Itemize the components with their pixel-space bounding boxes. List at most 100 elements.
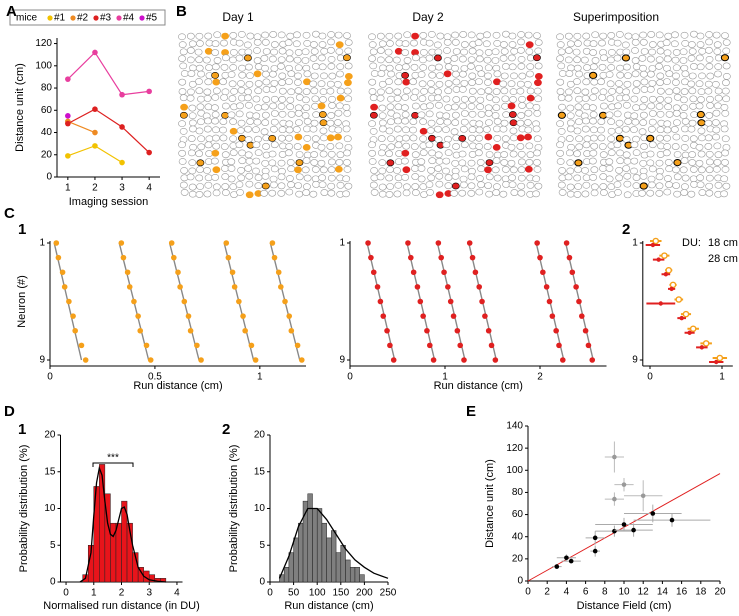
cell <box>690 181 698 188</box>
cell <box>556 88 565 95</box>
cell <box>419 135 428 143</box>
cell <box>590 87 599 95</box>
cell <box>393 125 402 133</box>
cell <box>336 181 345 189</box>
cell <box>688 41 696 48</box>
cell <box>679 166 688 174</box>
cell <box>721 32 729 39</box>
point <box>131 298 137 305</box>
cell <box>344 95 353 103</box>
cell <box>526 151 535 159</box>
cell <box>270 95 279 103</box>
cell <box>246 118 255 125</box>
cell <box>567 125 575 133</box>
bar <box>335 552 342 583</box>
cell <box>292 40 301 48</box>
cell <box>402 134 410 142</box>
cell <box>615 80 623 87</box>
cell <box>467 173 476 181</box>
cell <box>508 63 517 71</box>
cell <box>427 80 435 87</box>
cell <box>632 174 641 181</box>
x-tick-label: 150 <box>332 588 349 599</box>
cell <box>509 150 518 158</box>
cell <box>663 55 672 63</box>
cell <box>630 157 639 165</box>
cell <box>589 63 598 71</box>
cell <box>567 64 575 72</box>
cell <box>500 151 509 158</box>
y-tick-label: 1 <box>339 238 345 249</box>
cell <box>680 189 689 196</box>
cell <box>434 88 442 96</box>
point <box>592 535 598 541</box>
cell <box>311 63 320 70</box>
cell <box>444 104 453 112</box>
cell <box>714 87 723 95</box>
cell <box>302 104 311 111</box>
point <box>119 159 125 166</box>
cell <box>672 64 681 72</box>
cell <box>211 49 220 56</box>
y-tick-label: 20 <box>512 553 524 564</box>
cell <box>178 78 187 86</box>
cell <box>204 181 213 189</box>
cell <box>565 135 574 142</box>
legend-label: #2 <box>77 13 89 24</box>
cell <box>574 166 582 173</box>
cell <box>605 111 614 119</box>
cell <box>663 78 671 85</box>
cell <box>235 181 244 188</box>
cell <box>344 47 353 55</box>
cell <box>624 118 633 125</box>
point <box>126 284 133 290</box>
cell <box>532 175 541 183</box>
cell <box>394 181 403 189</box>
point <box>66 298 72 305</box>
cell <box>663 143 672 150</box>
cell <box>253 57 262 64</box>
cell <box>434 151 443 159</box>
cell <box>310 72 319 80</box>
cell <box>695 80 704 88</box>
x-tick-label: 0 <box>525 587 531 598</box>
bar <box>99 464 106 583</box>
y-tick-label: 0 <box>517 576 523 587</box>
cell <box>309 54 318 62</box>
cell <box>648 65 657 72</box>
series-line <box>67 108 150 153</box>
cell <box>613 141 622 149</box>
y-tick-label: 5 <box>259 540 265 551</box>
x-tick-label: 250 <box>380 588 397 599</box>
cell <box>582 103 591 111</box>
cell <box>566 190 575 198</box>
cell <box>443 33 452 41</box>
cell <box>705 38 713 46</box>
cell <box>639 64 647 72</box>
cell <box>443 57 452 64</box>
x-tick-label: 3 <box>146 588 152 599</box>
cell <box>524 133 532 141</box>
cell <box>510 47 519 55</box>
bar <box>307 493 313 583</box>
cell <box>401 149 410 157</box>
cell <box>253 47 261 54</box>
point <box>143 342 150 349</box>
cell <box>565 149 574 157</box>
cell <box>639 159 648 167</box>
cell <box>681 70 690 78</box>
cell <box>722 39 731 46</box>
cell <box>467 62 475 70</box>
cell <box>687 190 696 198</box>
cell <box>648 48 656 56</box>
x-tick-label: 0.5 <box>148 372 162 383</box>
cell <box>493 118 502 125</box>
legend-marker <box>139 15 145 21</box>
cell <box>467 159 476 167</box>
cell <box>286 103 295 111</box>
cell <box>564 32 573 40</box>
y-tick-label: 80 <box>41 83 53 94</box>
cell <box>525 41 534 49</box>
cell <box>597 134 606 142</box>
cell <box>237 80 245 87</box>
